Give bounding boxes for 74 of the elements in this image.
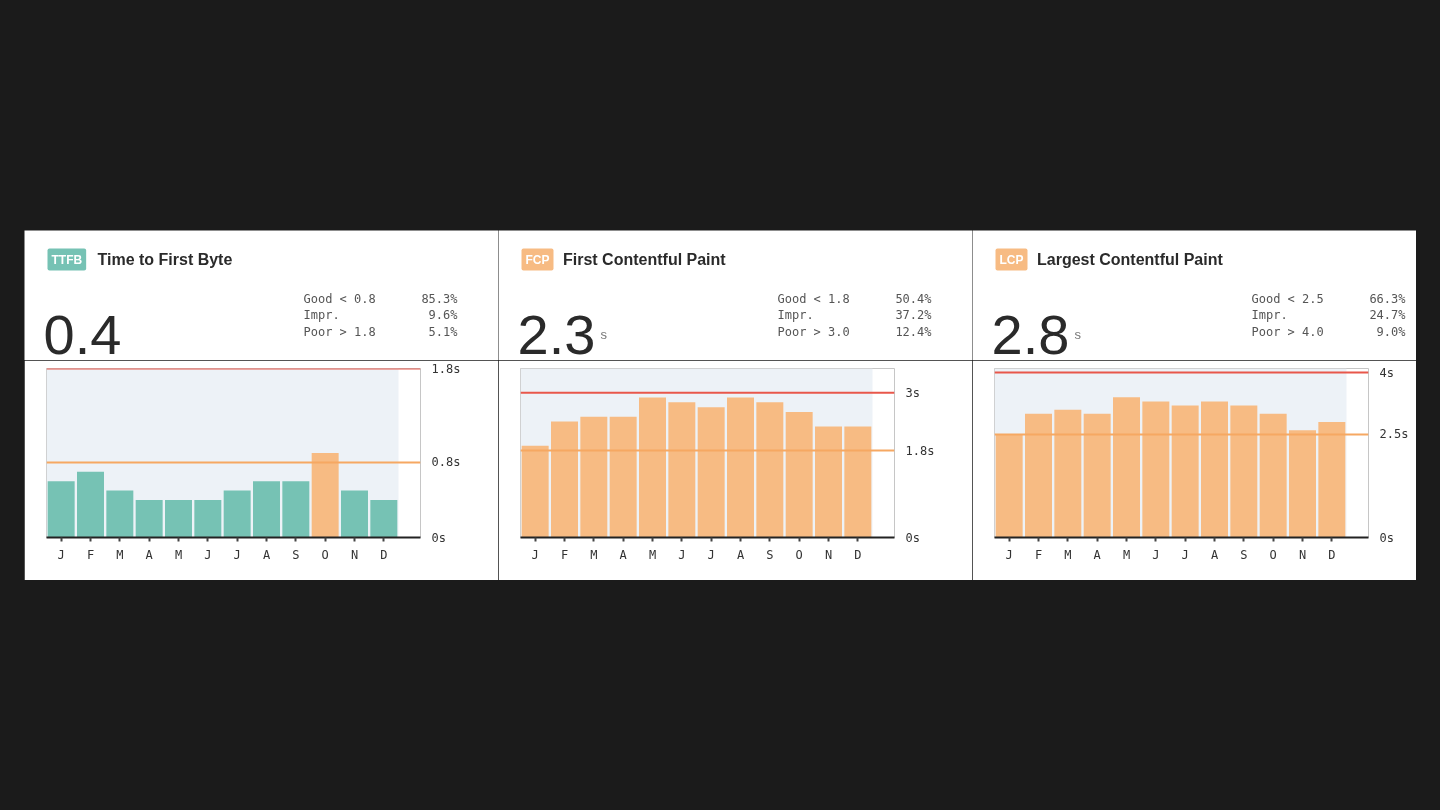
text: 66.3%	[1369, 291, 1407, 306]
x-tick-label: J	[707, 547, 715, 562]
text: Poor > 1.8	[303, 324, 376, 339]
text: 9.6%	[428, 308, 459, 322]
x-tick-label: M	[648, 547, 657, 562]
x-tick-label: A	[736, 547, 745, 562]
text: 50.4%	[895, 291, 933, 306]
x-tick-label: J	[531, 547, 539, 562]
chart-subtitle: 2.3	[517, 302, 596, 366]
text: 85.3%	[421, 291, 459, 306]
text: 12.4%	[895, 324, 933, 339]
x-tick-label: O	[321, 547, 329, 562]
x-tick-label: M	[116, 547, 124, 562]
chart-title: First Contentful Paint	[563, 251, 727, 268]
x-tick-label: N	[1298, 547, 1307, 562]
chart-title: Time to First Byte	[97, 251, 233, 268]
text: TTFB	[51, 252, 83, 267]
x-tick-label: A	[262, 547, 271, 562]
text: 37.2%	[895, 308, 933, 322]
y-tick-label: 0s	[905, 530, 920, 545]
x-tick-label: M	[1122, 547, 1131, 562]
text: Good < 2.5	[1251, 291, 1324, 306]
x-tick-label: F	[560, 547, 569, 562]
x-tick-label: M	[590, 547, 598, 562]
x-tick-label: F	[86, 547, 95, 562]
text: Good < 0.8	[303, 291, 376, 306]
y-tick-label: 0s	[431, 530, 446, 545]
chart-title: Largest Contentful Paint	[1037, 251, 1224, 268]
x-tick-label: J	[57, 547, 65, 562]
x-tick-label: D	[854, 547, 862, 562]
text: Good < 1.8	[777, 291, 850, 306]
text: 5.1%	[428, 324, 459, 339]
x-tick-label: O	[1269, 547, 1277, 562]
x-tick-label: M	[174, 547, 183, 562]
x-tick-label: N	[350, 547, 359, 562]
chart-subtitle: 2.8	[991, 302, 1070, 366]
text: Impr.	[777, 308, 814, 322]
x-tick-label: J	[233, 547, 241, 562]
x-tick-label: J	[678, 547, 686, 562]
text: FCP	[525, 252, 550, 267]
x-tick-label: O	[795, 547, 803, 562]
y-tick-label: 0s	[1379, 530, 1394, 545]
x-tick-label: N	[824, 547, 833, 562]
x-tick-label: S	[1240, 547, 1248, 562]
chart-subtitle: 0.4	[43, 302, 122, 366]
text: Impr.	[303, 308, 340, 322]
x-tick-label: A	[1093, 547, 1102, 562]
text: Poor > 4.0	[1251, 324, 1324, 339]
x-tick-label: J	[1181, 547, 1189, 562]
text: 9.0%	[1376, 324, 1407, 339]
text: Impr.	[1251, 308, 1288, 322]
text: s	[1074, 327, 1082, 342]
x-tick-label: A	[145, 547, 154, 562]
x-tick-label: D	[380, 547, 388, 562]
y-tick-label: 1.8s	[905, 443, 935, 458]
x-tick-label: F	[1034, 547, 1043, 562]
x-tick-label: S	[292, 547, 300, 562]
x-tick-label: D	[1328, 547, 1336, 562]
text: Poor > 3.0	[777, 324, 850, 339]
x-tick-label: A	[1210, 547, 1219, 562]
x-tick-label: A	[619, 547, 628, 562]
y-tick-label: 3s	[905, 385, 920, 400]
y-tick-label: 1.8s	[431, 361, 461, 376]
x-tick-label: J	[204, 547, 212, 562]
x-tick-label: J	[1152, 547, 1160, 562]
y-tick-label: 2.5s	[1379, 427, 1409, 442]
y-tick-label: 0.8s	[431, 455, 461, 470]
x-tick-label: S	[766, 547, 774, 562]
x-tick-label: J	[1005, 547, 1013, 562]
text: s	[600, 327, 608, 342]
y-tick-label: 4s	[1379, 365, 1394, 380]
text: 24.7%	[1369, 308, 1407, 322]
x-tick-label: M	[1064, 547, 1072, 562]
text: LCP	[999, 252, 1024, 267]
